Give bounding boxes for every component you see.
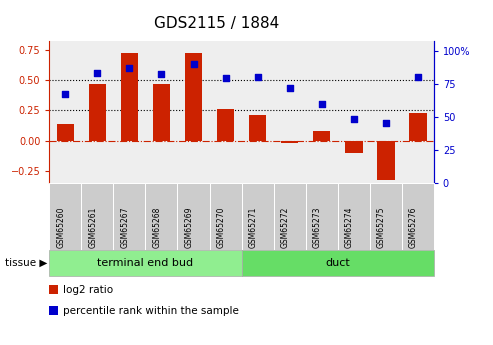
Bar (281, 140, 298, 143)
Text: GSM65272: GSM65272 (281, 207, 290, 248)
Text: GSM65275: GSM65275 (377, 207, 386, 248)
Text: GSM65267: GSM65267 (120, 207, 129, 248)
Bar (313, 131, 330, 140)
Point (317, 101, 325, 106)
Text: GSM65261: GSM65261 (88, 207, 98, 248)
Point (286, 85, 294, 90)
Point (221, 76, 229, 81)
Point (382, 121, 389, 126)
Bar (153, 84, 170, 140)
Text: GSM65274: GSM65274 (345, 207, 354, 248)
Bar (89, 84, 106, 140)
Text: percentile rank within the sample: percentile rank within the sample (63, 306, 239, 315)
Text: terminal end bud: terminal end bud (98, 258, 193, 268)
Bar (402, 41, 434, 183)
Bar (185, 53, 202, 140)
Bar (210, 41, 242, 183)
Point (350, 117, 357, 122)
Text: GDS2115 / 1884: GDS2115 / 1884 (154, 16, 280, 31)
Bar (217, 109, 234, 140)
Point (157, 72, 165, 77)
Point (61, 91, 69, 97)
Bar (145, 41, 177, 183)
Point (189, 61, 197, 67)
Text: GSM65271: GSM65271 (248, 207, 257, 248)
Bar (49, 41, 81, 183)
Bar (274, 41, 306, 183)
Bar (249, 115, 266, 140)
Point (414, 74, 422, 80)
Text: GSM65268: GSM65268 (152, 207, 162, 248)
Bar (409, 113, 426, 140)
Text: GSM65273: GSM65273 (313, 207, 321, 248)
Bar (121, 53, 138, 140)
Bar (345, 140, 362, 152)
Bar (57, 124, 74, 140)
Bar (242, 41, 274, 183)
Bar (338, 41, 370, 183)
Text: GSM65276: GSM65276 (409, 207, 418, 248)
Text: GSM65260: GSM65260 (56, 207, 65, 248)
Bar (177, 41, 210, 183)
Text: GSM65269: GSM65269 (184, 207, 193, 248)
Bar (370, 41, 402, 183)
Text: GSM65270: GSM65270 (216, 207, 226, 248)
Bar (81, 41, 113, 183)
Bar (306, 41, 338, 183)
Bar (377, 140, 394, 180)
Text: log2 ratio: log2 ratio (63, 285, 113, 295)
Text: duct: duct (325, 258, 350, 268)
Point (125, 65, 133, 71)
Point (94, 70, 102, 76)
Text: tissue ▶: tissue ▶ (5, 258, 47, 268)
Point (253, 74, 261, 80)
Bar (113, 41, 145, 183)
